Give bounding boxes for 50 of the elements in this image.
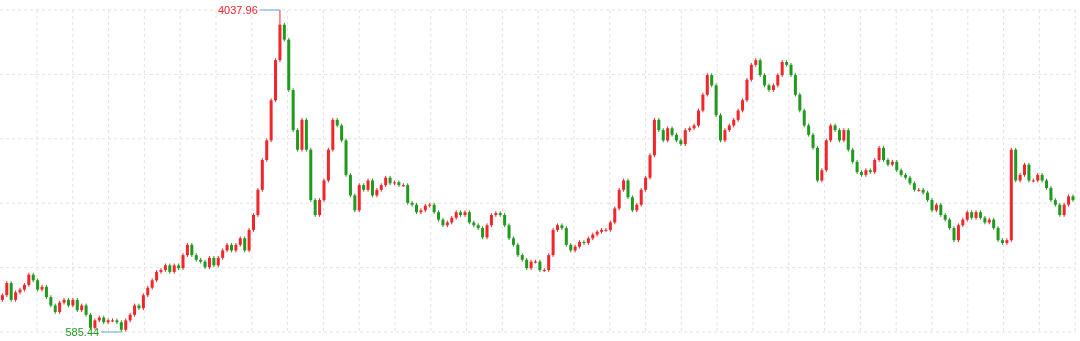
candlestick xyxy=(696,108,700,128)
candlestick xyxy=(247,227,251,253)
annotation: 4037.96 xyxy=(218,3,258,16)
candlestick xyxy=(648,152,652,181)
candlestick xyxy=(802,108,806,128)
candlestick xyxy=(106,318,110,325)
candlestick xyxy=(956,222,960,243)
candlestick xyxy=(348,172,352,198)
candlestick xyxy=(370,178,374,198)
candlestick xyxy=(560,222,564,231)
candlestick xyxy=(846,127,850,153)
candlestick xyxy=(758,57,762,78)
candlestick xyxy=(340,123,344,143)
candlestick xyxy=(313,197,317,218)
candlestick xyxy=(353,193,357,213)
candlestick xyxy=(701,92,705,113)
candlestick xyxy=(282,22,286,43)
candlestick xyxy=(397,179,401,188)
candlestick xyxy=(159,267,163,275)
candlestick xyxy=(318,197,322,218)
candlestick xyxy=(745,77,749,103)
candlestick xyxy=(296,127,300,153)
candlestick xyxy=(829,123,833,143)
candlestick xyxy=(410,200,414,208)
candlestick xyxy=(547,252,551,273)
candlestick xyxy=(1071,193,1075,203)
candlestick xyxy=(265,138,269,163)
candlestick xyxy=(463,209,467,218)
candlestick xyxy=(793,72,797,98)
candlestick xyxy=(617,187,621,211)
candlestick xyxy=(749,62,753,83)
candlestick xyxy=(604,227,608,233)
candlestick xyxy=(322,178,326,203)
candlestick xyxy=(9,280,13,303)
candlestick xyxy=(767,82,771,93)
candlestick xyxy=(406,182,410,206)
candlestick xyxy=(419,207,423,215)
candlestick xyxy=(798,92,802,113)
candlestick xyxy=(864,167,868,178)
candlestick xyxy=(564,225,568,248)
candlestick xyxy=(705,72,709,98)
candlestick xyxy=(1005,237,1009,246)
candlestick xyxy=(626,178,630,200)
candlestick xyxy=(252,212,256,233)
candlestick xyxy=(1027,162,1031,183)
annotation: 585.44 xyxy=(65,325,100,338)
candlestick xyxy=(62,297,66,306)
candlestick xyxy=(115,318,119,325)
candlestick xyxy=(582,239,586,246)
candlestick xyxy=(639,187,643,208)
